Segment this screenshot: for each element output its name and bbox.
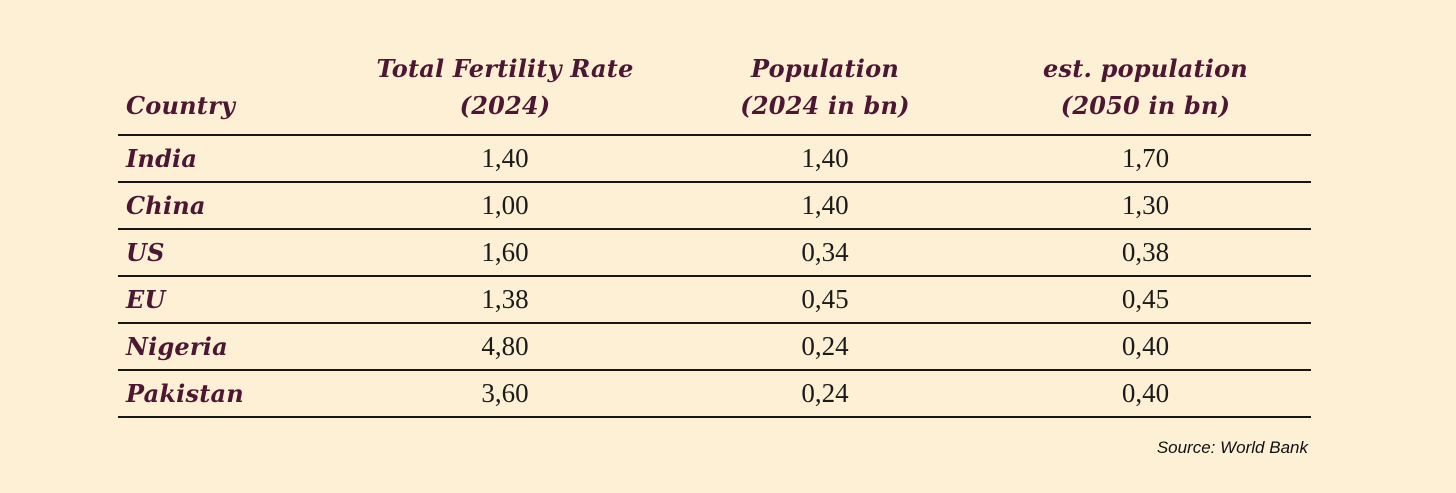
cell-nigeria-pop2050: 0,40	[980, 323, 1311, 371]
cell-india-pop2050: 1,70	[980, 135, 1311, 183]
cell-eu-tfr: 1,38	[340, 276, 670, 324]
cell-pakistan-tfr: 3,60	[340, 370, 670, 418]
col-header-population-line1: Population	[751, 54, 899, 83]
col-header-est-population-line2: (2050 in bn)	[1060, 91, 1231, 120]
table-row: Nigeria 4,80 0,24 0,40	[118, 323, 1311, 371]
cell-us-tfr: 1,60	[340, 229, 670, 277]
row-label-us: US	[118, 229, 340, 277]
cell-nigeria-pop2024: 0,24	[670, 323, 980, 371]
header-row: Country Total Fertility Rate (2024) Popu…	[118, 50, 1311, 136]
col-header-population-2050: est. population (2050 in bn)	[980, 50, 1311, 136]
row-label-pakistan: Pakistan	[118, 370, 340, 418]
cell-eu-pop2050: 0,45	[980, 276, 1311, 324]
cell-us-pop2050: 0,38	[980, 229, 1311, 277]
fertility-population-table: Country Total Fertility Rate (2024) Popu…	[118, 50, 1311, 418]
cell-us-pop2024: 0,34	[670, 229, 980, 277]
table-row: EU 1,38 0,45 0,45	[118, 276, 1311, 324]
table-row: China 1,00 1,40 1,30	[118, 182, 1311, 230]
col-header-population-2024: Population (2024 in bn)	[670, 50, 980, 136]
col-header-population-line2: (2024 in bn)	[740, 91, 910, 120]
source-note: Source: World Bank	[1156, 438, 1308, 457]
cell-eu-pop2024: 0,45	[670, 276, 980, 324]
col-header-country-label: Country	[126, 91, 236, 120]
row-label-eu: EU	[118, 276, 340, 324]
col-header-fertility-rate: Total Fertility Rate (2024)	[340, 50, 670, 136]
cell-india-pop2024: 1,40	[670, 135, 980, 183]
cell-china-pop2024: 1,40	[670, 182, 980, 230]
cell-china-tfr: 1,00	[340, 182, 670, 230]
cell-pakistan-pop2024: 0,24	[670, 370, 980, 418]
cell-pakistan-pop2050: 0,40	[980, 370, 1311, 418]
row-label-india: India	[118, 135, 340, 183]
cell-nigeria-tfr: 4,80	[340, 323, 670, 371]
row-label-nigeria: Nigeria	[118, 323, 340, 371]
table-row: Pakistan 3,60 0,24 0,40	[118, 370, 1311, 418]
table-row: US 1,60 0,34 0,38	[118, 229, 1311, 277]
col-header-fertility-line2: (2024)	[459, 91, 551, 120]
col-header-est-population-line1: est. population	[1043, 54, 1248, 83]
col-header-country: Country	[118, 50, 340, 136]
table-row: India 1,40 1,40 1,70	[118, 135, 1311, 183]
row-label-china: China	[118, 182, 340, 230]
col-header-fertility-line1: Total Fertility Rate	[376, 54, 634, 83]
cell-china-pop2050: 1,30	[980, 182, 1311, 230]
cell-india-tfr: 1,40	[340, 135, 670, 183]
